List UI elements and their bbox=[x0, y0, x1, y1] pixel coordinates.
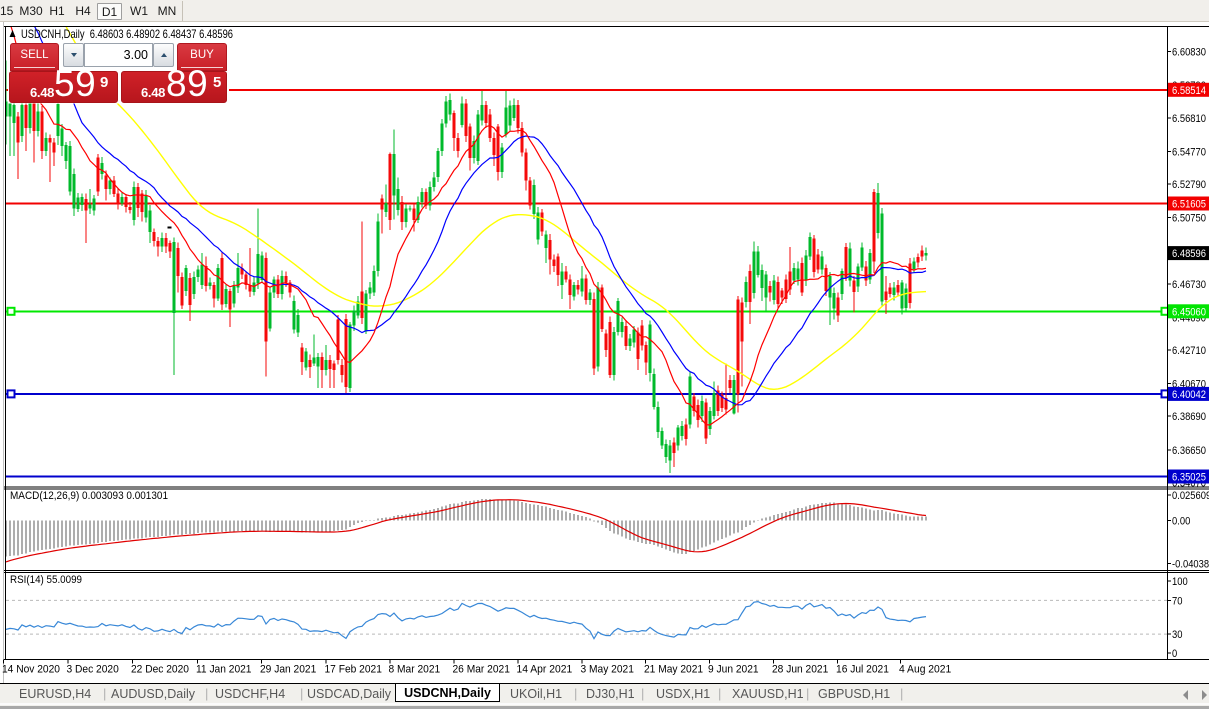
svg-text:3 Dec 2020: 3 Dec 2020 bbox=[67, 664, 119, 676]
svg-text:6.52790: 6.52790 bbox=[1172, 179, 1206, 191]
svg-text:30: 30 bbox=[1172, 629, 1183, 641]
svg-text:21 May 2021: 21 May 2021 bbox=[644, 664, 703, 676]
svg-text:6.50750: 6.50750 bbox=[1172, 213, 1206, 225]
svg-text:6.56810: 6.56810 bbox=[1172, 113, 1206, 125]
svg-text:0: 0 bbox=[1172, 648, 1177, 660]
svg-text:9 Jun 2021: 9 Jun 2021 bbox=[708, 664, 759, 676]
svg-text:6.36650: 6.36650 bbox=[1172, 445, 1206, 457]
svg-text:8 Mar 2021: 8 Mar 2021 bbox=[389, 664, 441, 676]
svg-text:6.46730: 6.46730 bbox=[1172, 279, 1206, 291]
svg-text:17 Feb 2021: 17 Feb 2021 bbox=[325, 664, 382, 676]
svg-text:6.54770: 6.54770 bbox=[1172, 146, 1206, 158]
svg-text:100: 100 bbox=[1172, 576, 1188, 588]
svg-text:USDCNH,Daily 6.48603 6.48902: USDCNH,Daily 6.48603 6.48902 6.48437 6.4… bbox=[21, 27, 233, 41]
svg-text:28 Jun 2021: 28 Jun 2021 bbox=[772, 664, 828, 676]
svg-text:6.35025: 6.35025 bbox=[1172, 472, 1206, 484]
svg-text:11 Jan 2021: 11 Jan 2021 bbox=[196, 664, 252, 676]
svg-text:RSI(14) 55.0099: RSI(14) 55.0099 bbox=[10, 574, 82, 586]
svg-text:14 Nov 2020: 14 Nov 2020 bbox=[2, 664, 60, 676]
svg-text:29 Jan 2021: 29 Jan 2021 bbox=[260, 664, 316, 676]
svg-text:26 Mar 2021: 26 Mar 2021 bbox=[453, 664, 510, 676]
svg-text:6.58514: 6.58514 bbox=[1172, 85, 1206, 97]
svg-text:22 Dec 2020: 22 Dec 2020 bbox=[131, 664, 189, 676]
svg-text:6.38690: 6.38690 bbox=[1172, 411, 1206, 423]
svg-text:MACD(12,26,9) 0.003093 0.00130: MACD(12,26,9) 0.003093 0.001301 bbox=[10, 490, 168, 502]
svg-text:3 May 2021: 3 May 2021 bbox=[581, 664, 634, 676]
svg-text:6.40042: 6.40042 bbox=[1172, 389, 1206, 401]
svg-text:6.48596: 6.48596 bbox=[1172, 248, 1206, 260]
svg-text:0.00: 0.00 bbox=[1172, 516, 1190, 528]
svg-text:6.51605: 6.51605 bbox=[1172, 199, 1206, 211]
svg-text:70: 70 bbox=[1172, 595, 1183, 607]
svg-text:14 Apr 2021: 14 Apr 2021 bbox=[517, 664, 573, 676]
svg-text:4 Aug 2021: 4 Aug 2021 bbox=[899, 664, 951, 676]
svg-text:16 Jul 2021: 16 Jul 2021 bbox=[836, 664, 889, 676]
svg-text:6.60830: 6.60830 bbox=[1172, 47, 1206, 59]
svg-text:6.45060: 6.45060 bbox=[1172, 306, 1206, 318]
svg-text:-0.04038: -0.04038 bbox=[1172, 559, 1209, 571]
svg-text:6.42710: 6.42710 bbox=[1172, 345, 1206, 357]
svg-text:0.025609: 0.025609 bbox=[1172, 490, 1209, 502]
